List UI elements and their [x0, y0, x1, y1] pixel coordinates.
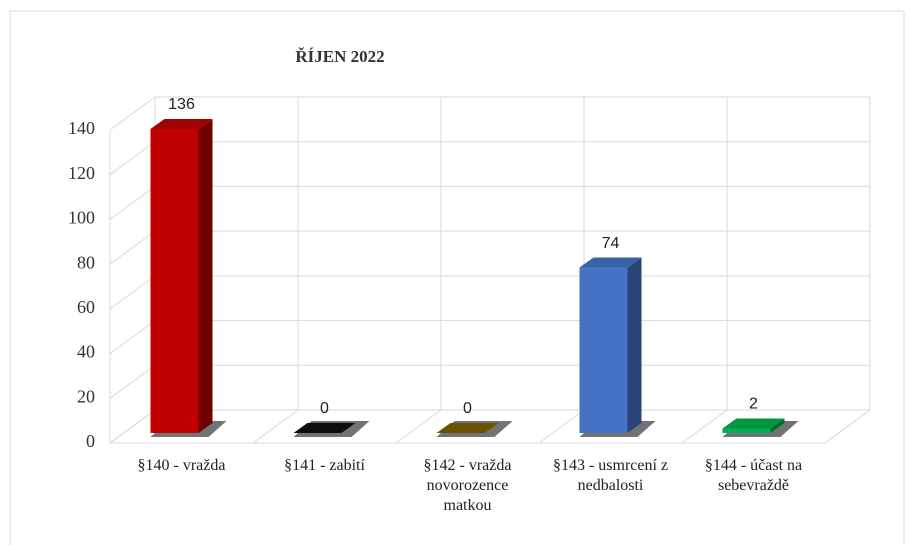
- y-tick-label: 60: [77, 297, 95, 317]
- y-tick-label: 40: [77, 342, 95, 362]
- data-label: 0: [463, 400, 472, 417]
- grid-line: [109, 230, 156, 265]
- grid-line: [109, 320, 156, 354]
- floor-grid: [252, 409, 299, 444]
- bar-side: [770, 418, 785, 433]
- floor-grid: [538, 409, 585, 444]
- bar: [722, 428, 771, 433]
- y-tick-label: 0: [86, 431, 95, 451]
- grid-line: [109, 186, 156, 220]
- data-label: 2: [749, 396, 758, 413]
- y-tick-label: 120: [68, 163, 95, 183]
- bar-top: [150, 118, 213, 129]
- x-tick-label: §142 - vražda novorozence matkou: [423, 457, 512, 514]
- grid-line: [109, 275, 156, 310]
- grid-line: [109, 409, 156, 444]
- data-label: 0: [320, 400, 329, 417]
- grid-line: [109, 141, 156, 176]
- y-tick-label: 140: [68, 118, 95, 138]
- grid-line: [109, 96, 156, 131]
- bar-top: [722, 418, 785, 429]
- bar-top: [436, 423, 499, 433]
- x-tick-label: §140 - vražda: [137, 457, 226, 474]
- data-label: 74: [602, 235, 620, 252]
- y-tick-label: 100: [68, 208, 95, 228]
- floor-grid: [681, 409, 728, 444]
- x-tick-label: §143 - usmrcení z nedbalosti: [552, 457, 669, 494]
- y-tick-label: 20: [77, 386, 95, 406]
- grid-line: [109, 364, 156, 399]
- y-tick-label: 80: [77, 252, 95, 272]
- bar-side: [627, 257, 642, 433]
- bar-side: [198, 118, 213, 433]
- chart-title: ŘÍJEN 2022: [295, 47, 384, 66]
- bar-top: [579, 257, 642, 268]
- bar: [579, 267, 628, 433]
- x-tick-label: §141 - zabití: [284, 457, 365, 474]
- bar: [150, 128, 199, 433]
- floor-grid: [824, 409, 871, 444]
- bar-top: [293, 423, 356, 433]
- data-label: 136: [168, 96, 195, 113]
- floor-grid: [395, 409, 442, 444]
- x-tick-label: §144 - účast na sebevraždě: [704, 457, 803, 494]
